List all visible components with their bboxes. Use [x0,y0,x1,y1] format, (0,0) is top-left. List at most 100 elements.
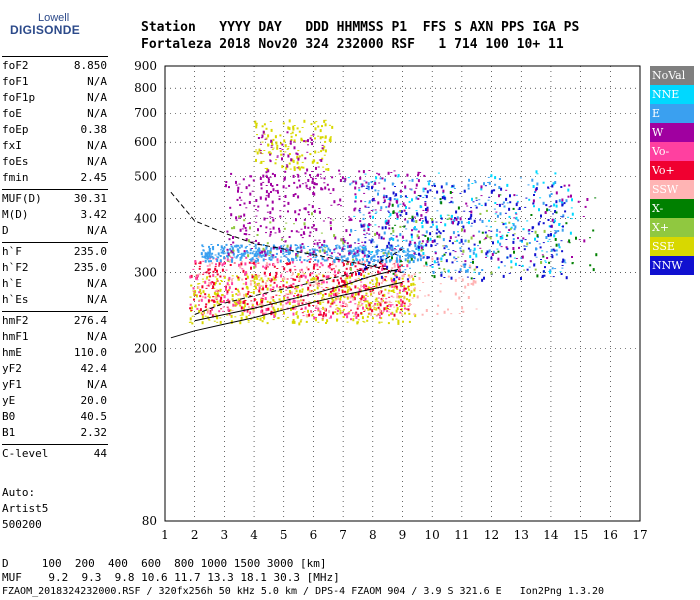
echo-point [399,214,402,217]
echo-point [345,267,348,270]
echo-point [276,284,278,288]
echo-point [368,312,371,314]
echo-point [312,257,315,258]
echo-point [377,226,380,228]
echo-point [485,256,487,258]
echo-point [493,189,496,192]
echo-point [348,301,351,303]
echo-point [344,302,347,305]
echo-cluster [257,130,324,186]
echo-point [338,245,341,249]
echo-point [339,297,342,301]
echo-point [320,283,323,285]
echo-point [375,285,378,288]
echo-point [485,236,488,239]
echo-point [240,262,243,266]
echo-point [378,321,381,324]
echo-point [370,293,373,297]
echo-point [287,126,290,130]
echo-point [505,239,508,240]
echo-point [391,256,393,260]
param-value: N/A [87,155,107,168]
echo-point [269,152,272,155]
echo-point [285,281,288,284]
echo-point [390,244,393,247]
echo-point [457,206,460,210]
echo-point [555,204,558,208]
echo-point [294,287,296,289]
echo-point [391,311,394,315]
echo-point [402,266,405,267]
echo-point [300,308,303,310]
echo-point [250,318,253,320]
echo-point [262,244,265,246]
echo-point [207,299,210,303]
echo-point [534,253,537,257]
echo-point [335,293,337,297]
echo-cluster [227,209,546,275]
echo-point [276,258,279,262]
echo-point [323,259,326,262]
echo-point [373,259,376,262]
echo-point [298,280,301,282]
echo-point [310,278,313,281]
echo-point [232,241,235,244]
echo-point [232,249,235,252]
echo-point [346,257,349,261]
echo-point [468,211,471,213]
echo-point [403,225,406,228]
echo-point [231,282,234,286]
echo-point [420,246,423,250]
echo-point [273,265,276,268]
echo-point [317,245,320,247]
echo-point [349,295,352,299]
echo-point [231,251,234,254]
echo-point [287,210,289,213]
echo-point [240,260,243,262]
echo-point [263,123,266,126]
echo-point [218,295,221,298]
echo-point [363,285,365,289]
echo-point [337,281,340,285]
echo-point [433,275,436,279]
echo-point [323,239,326,243]
echo-point [319,310,322,314]
echo-point [261,320,264,323]
x-tick-label: 3 [221,528,229,542]
echo-point [328,124,331,126]
echo-point [269,176,272,178]
echo-point [486,234,489,238]
echo-point [554,181,557,184]
echo-point [431,185,434,187]
echo-point [561,267,564,269]
echo-point [515,258,518,259]
echo-point [262,304,265,307]
echo-point [417,174,419,177]
echo-point [292,127,295,131]
echo-point [391,182,394,186]
echo-point [341,256,344,258]
echo-point [304,225,307,229]
echo-point [296,173,299,175]
echo-point [300,284,303,287]
echo-point [388,211,391,213]
echo-point [420,205,423,208]
echo-point [301,127,304,128]
param-row: hmE 110.0 [2,346,107,362]
echo-point [379,209,382,211]
echo-point [440,221,442,223]
echo-point [560,215,562,217]
echo-point [328,317,331,319]
echo-point [407,285,410,289]
echo-point [199,289,202,292]
echo-point [354,303,357,305]
echo-point [377,306,380,309]
echo-point [504,212,507,214]
echo-point [520,277,522,280]
echo-point [209,248,212,250]
echo-point [473,278,476,279]
x-tick-label: 11 [454,528,469,542]
echo-cluster [358,184,568,282]
echo-point [352,258,355,261]
echo-point [398,295,401,299]
